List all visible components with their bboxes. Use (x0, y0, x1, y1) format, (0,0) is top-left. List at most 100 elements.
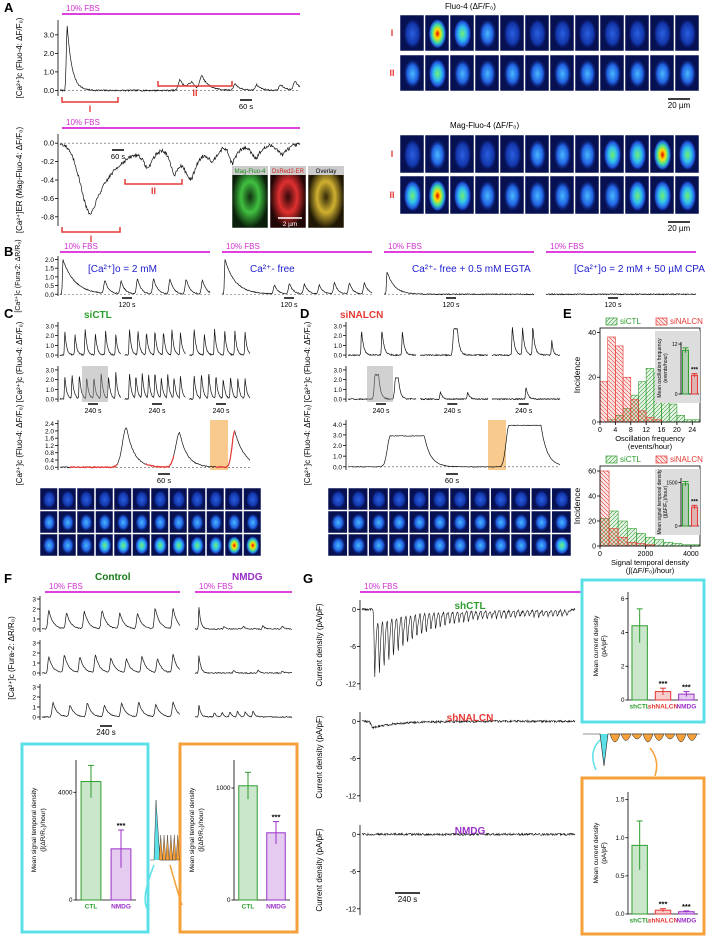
y-tick-label: 1.0 (334, 388, 343, 394)
cell (330, 513, 346, 532)
x-axis-label: Oscillation frequency (615, 434, 685, 443)
schematic-spike (168, 834, 173, 861)
y-tick-label: 2 (32, 695, 36, 702)
category-label: shNALCN (648, 918, 679, 925)
bar (691, 374, 698, 395)
trace (41, 701, 181, 719)
condition-label: [Ca²⁺]o = 2 mM (88, 264, 157, 275)
scale-label: 120 s (118, 302, 136, 309)
cell (473, 490, 488, 509)
y-tick-label: 2.0 (44, 49, 54, 58)
y-tick-label: 3.0 (334, 368, 343, 374)
schematic-current (653, 733, 665, 741)
y-tick-label: 3.0 (44, 30, 54, 39)
scale-label: 240 s (515, 408, 533, 415)
histogram-bar (622, 376, 632, 423)
legend-label: siCTL (620, 317, 641, 326)
fbs-label: 10% FBS (364, 582, 398, 591)
cell (412, 513, 427, 532)
y-tick-label: 0.8 (45, 450, 54, 457)
cell (61, 490, 75, 509)
y-axis-label: [Ca²⁺]c (Fluo-4: ΔF/F₀) (15, 404, 24, 485)
phase-bracket (61, 97, 119, 103)
cell (330, 536, 346, 555)
significance-label: *** (659, 679, 668, 688)
cell (116, 513, 130, 532)
histogram-bar (668, 403, 678, 423)
inset-box (580, 578, 706, 724)
photo-header (308, 166, 344, 175)
category-label: CTL (85, 904, 98, 911)
y-tick-label: 0 (352, 719, 356, 726)
scale-label: 60 s (157, 476, 171, 485)
y-tick-label: -0.8 (41, 212, 54, 221)
cell (403, 138, 422, 171)
fbs-label: 10% FBS (66, 118, 100, 127)
cell (391, 490, 407, 509)
x-tick-label: 16 (658, 427, 666, 434)
y-tick-label: 12 (672, 342, 678, 348)
y-tick-label: -12 (346, 681, 356, 688)
y-tick-label: -0.2 (41, 157, 54, 166)
legend-swatch (605, 455, 618, 464)
trace (545, 293, 697, 296)
significance-label: *** (272, 813, 281, 822)
cell (503, 18, 522, 49)
significance-label: *** (682, 902, 691, 911)
photo-label: DsRed2-ER (272, 169, 305, 175)
cell (503, 179, 522, 212)
y-tick-label: 1.0 (615, 835, 624, 842)
y-tick-label: 20 (588, 375, 596, 382)
photo-label: Mag-Fluo-4 (235, 169, 266, 175)
cell (209, 513, 223, 532)
row-label: II (389, 68, 394, 78)
cell (391, 513, 407, 532)
y-tick-label: 40 (588, 494, 596, 501)
y-axis-label: Current density (pA/pF) (315, 828, 324, 911)
panel-label: B (4, 244, 13, 259)
cell (578, 18, 597, 49)
y-tick-label: 0 (32, 627, 36, 634)
y-tick-label: 20 (588, 519, 596, 526)
y-tick-label: 60 (588, 469, 596, 476)
cell (603, 179, 622, 212)
cell (678, 138, 697, 171)
y-tick-label: 1.5 (615, 797, 624, 804)
x-axis-label: (events/hour) (628, 442, 673, 451)
schematic-spike (158, 834, 163, 861)
y-tick-label: 2.0 (46, 334, 55, 340)
trace (59, 25, 301, 93)
trace (59, 329, 121, 356)
trace (124, 329, 186, 356)
y-tick-label: 0.0 (334, 354, 343, 360)
y-tick-label: 6 (621, 596, 625, 603)
y-tick-label: -12 (346, 906, 356, 913)
y-tick-label: -6 (350, 644, 356, 651)
photo-label: Overlay (316, 169, 337, 175)
x-tick-label: 4 (613, 427, 617, 434)
cell (98, 536, 112, 555)
trace (59, 142, 301, 215)
scale-label: 20 µm (668, 224, 691, 233)
y-axis-label: Current density (pA/pF) (315, 715, 324, 798)
cell (42, 490, 56, 509)
cell (478, 138, 497, 171)
cell (135, 490, 149, 509)
photo (307, 165, 345, 229)
scale-label: 240 s (372, 408, 390, 415)
y-axis-label: Incidence (572, 488, 582, 525)
y-tick-label: 3.0 (46, 324, 55, 330)
cell (453, 138, 472, 171)
cell (603, 138, 622, 171)
y-axis-label: [Ca²⁺]c (Fluo-4: ΔF/F₀) (15, 17, 24, 98)
cell (246, 536, 260, 555)
schematic-spike (165, 834, 170, 861)
y-tick-label: 2.0 (334, 334, 343, 340)
y-tick-label: -6 (350, 869, 356, 876)
y-axis-label: [Ca²⁺]c (Fluo-4: ΔF/F₀) (303, 321, 312, 402)
cell (578, 138, 597, 171)
trace (221, 259, 373, 295)
category-label: shCTL (630, 918, 650, 925)
image-title: Mag-Fluo-4 (ΔF/F₀) (450, 121, 519, 130)
histogram-bar (663, 541, 674, 547)
